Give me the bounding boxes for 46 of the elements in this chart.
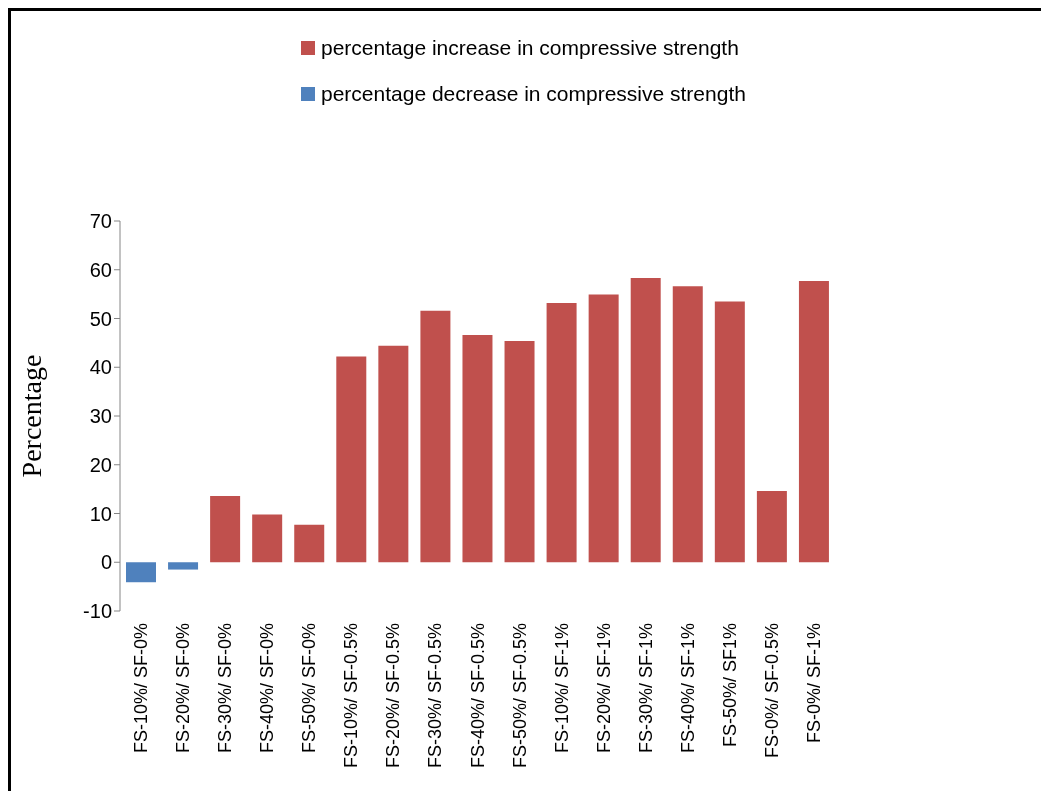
y-tick-label: 10 bbox=[89, 502, 112, 525]
x-tick-label: FS-30%/ SF-0.5% bbox=[425, 623, 446, 769]
x-tick-label: FS-50%/ SF-0.5% bbox=[509, 623, 530, 769]
x-tick-label: FS-30%/ SF-1% bbox=[635, 623, 656, 754]
legend-label: percentage decrease in compressive strength bbox=[321, 82, 746, 106]
y-tick-label: -10 bbox=[83, 600, 112, 623]
y-tick-label: 70 bbox=[89, 210, 112, 233]
bar bbox=[168, 562, 199, 570]
x-tick-label: FS-20%/ SF-1% bbox=[593, 623, 614, 754]
x-tick-label: FS-50%/ SF-0% bbox=[299, 623, 320, 754]
bar bbox=[294, 524, 325, 563]
bar bbox=[798, 280, 829, 563]
x-tick-label: FS-0%/ SF-0.5% bbox=[761, 623, 782, 759]
bar bbox=[756, 491, 787, 563]
bar bbox=[504, 340, 535, 563]
bar bbox=[210, 495, 241, 563]
bar bbox=[672, 286, 703, 563]
x-tick-label: FS-40%/ SF-0% bbox=[257, 623, 278, 754]
legend-label: percentage increase in compressive strength bbox=[321, 36, 739, 60]
y-tick-label: 60 bbox=[89, 258, 112, 281]
x-tick-label: FS-10%/ SF-1% bbox=[551, 623, 572, 754]
bar bbox=[378, 345, 409, 563]
x-tick-label: FS-0%/ SF-1% bbox=[803, 623, 824, 744]
x-tick-label: FS-40%/ SF-1% bbox=[677, 623, 698, 754]
y-tick-label: 50 bbox=[89, 307, 112, 330]
x-tick-label: FS-50%/ SF1% bbox=[719, 623, 740, 748]
bar bbox=[462, 335, 493, 563]
bar bbox=[630, 278, 661, 563]
y-tick-label: 0 bbox=[100, 551, 112, 574]
bar bbox=[714, 301, 745, 563]
x-tick-label: FS-40%/ SF-0.5% bbox=[467, 623, 488, 769]
bar bbox=[252, 514, 283, 563]
bar bbox=[420, 310, 451, 563]
x-tick-label: FS-10%/ SF-0% bbox=[131, 623, 152, 754]
y-tick-label: 20 bbox=[89, 453, 112, 476]
y-tick-label: 30 bbox=[89, 405, 112, 428]
bar bbox=[126, 562, 156, 583]
bar bbox=[588, 294, 619, 563]
x-tick-label: FS-10%/ SF-0.5% bbox=[341, 623, 362, 769]
y-axis-title: Percentage bbox=[15, 354, 47, 478]
bar bbox=[546, 302, 577, 563]
bar bbox=[336, 356, 367, 563]
x-tick-label: FS-30%/ SF-0% bbox=[215, 623, 236, 754]
y-tick-label: 40 bbox=[89, 356, 112, 379]
x-tick-label: FS-20%/ SF-0% bbox=[173, 623, 194, 754]
x-tick-label: FS-20%/ SF-0.5% bbox=[383, 623, 404, 769]
